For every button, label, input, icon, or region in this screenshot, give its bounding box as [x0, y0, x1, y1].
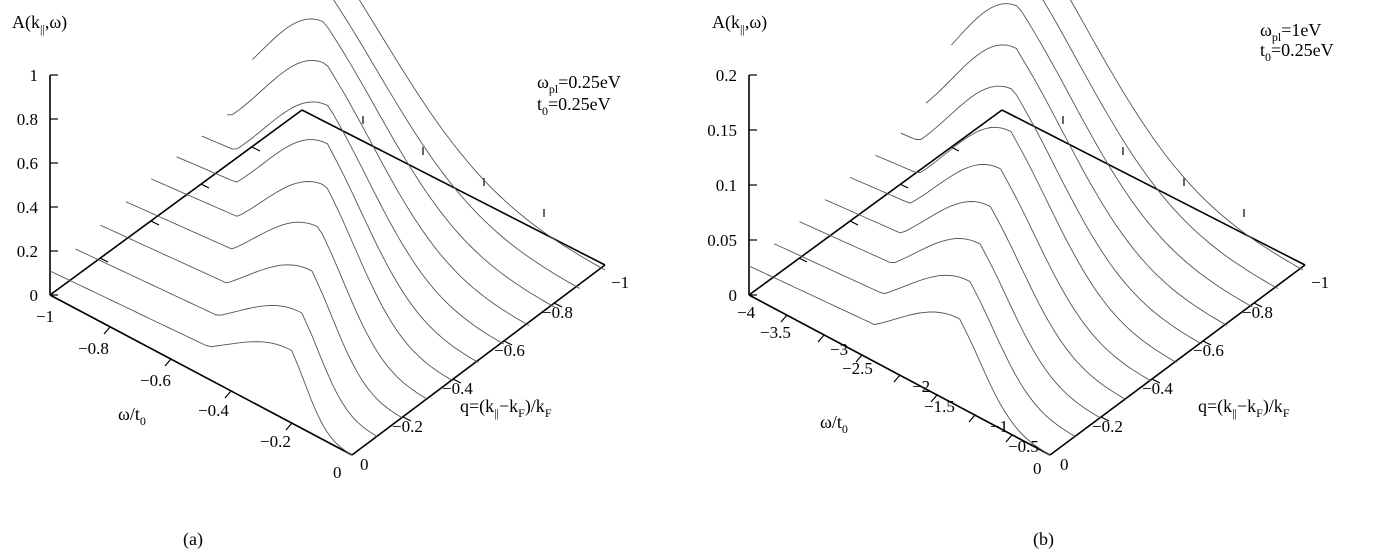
- z-tick-label: 0.05: [707, 231, 737, 250]
- spectral-curve-q-0.1: [75, 248, 378, 437]
- panel-label-a: (a): [183, 529, 203, 550]
- omega-tick-label: −0.8: [78, 339, 109, 358]
- z-tick-label: 0.15: [707, 121, 737, 140]
- q-ticks-a: 0 −0.2 −0.4 −0.6 −0.8 −1: [360, 116, 629, 474]
- q-ticks-b: 0 −0.2 −0.4 −0.6 −0.8 −1: [1060, 116, 1329, 474]
- z-ticks-a: 0 0.2 0.4 0.6 0.8 1: [17, 66, 58, 305]
- back-edge-a: [49, 109, 303, 296]
- omega-ticks-a: −1 −0.8 −0.6 −0.4 −0.2 0: [36, 307, 342, 482]
- spectral-curve-q-0.5: [875, 126, 1177, 363]
- q-tick-label: −0.4: [442, 379, 473, 398]
- spectral-curve-q-1: [1069, 0, 1304, 271]
- annotation-t0-a: t0=0.25eV: [537, 94, 611, 118]
- z-tick-label: 1: [30, 66, 39, 85]
- annotation-omega-pl-a: ωpl=0.25eV: [537, 72, 621, 96]
- q-tick-label: 0: [1060, 455, 1069, 474]
- q-tick-label: −0.2: [392, 417, 423, 436]
- q-tick-label: −1: [611, 273, 629, 292]
- omega-tick-label: −2: [912, 377, 930, 396]
- z-ticks-b: 0 0.05 0.1 0.15 0.2: [707, 66, 757, 305]
- omega-tick-label: 0: [333, 463, 342, 482]
- omega-tick-label: −3.5: [760, 323, 791, 342]
- spectral-curve-q-0.7: [227, 59, 530, 326]
- curves-b: [748, 0, 1304, 456]
- spectral-curve-q-0.6: [900, 85, 1203, 345]
- spectral-curve-q-0.7: [925, 44, 1228, 326]
- q-tick-label: −1: [1311, 273, 1329, 292]
- spectral-curve-q-0.8: [252, 18, 555, 308]
- q-axis-title-b: q=(k||−kF)/kF: [1198, 396, 1290, 420]
- omega-tick-label: −0.2: [260, 432, 291, 451]
- omega-tick-label: −0.4: [198, 401, 229, 420]
- q-axis-a: [351, 264, 606, 456]
- omega-tick-label: −0.6: [140, 371, 171, 390]
- spectral-curve-q-0.9: [333, 0, 580, 289]
- spectral-curve-q-0.5: [176, 139, 479, 363]
- panel-b: A(k||,ω) 0 0.05 0.1 0.15 0.2 −4 −3.5 −3 …: [707, 0, 1334, 550]
- q-tick-label: −0.4: [1142, 379, 1173, 398]
- q-tick-label: −0.8: [1242, 303, 1273, 322]
- spectral-curve-q-0.4: [151, 178, 454, 382]
- z-tick-label: 0: [30, 286, 39, 305]
- top-edge-a: [301, 109, 606, 266]
- q-tick-label: 0: [360, 455, 369, 474]
- spectral-curve-q-0.2: [799, 221, 1101, 419]
- spectral-curve-q-0.2: [100, 224, 403, 419]
- omega-axis-a: [49, 294, 353, 456]
- spectral-curve-q-0.1: [774, 243, 1076, 437]
- omega-tick-label: −1: [990, 417, 1008, 436]
- z-tick-label: 0.4: [17, 198, 39, 217]
- q-tick-label: −0.6: [1193, 341, 1224, 360]
- q-tick-label: −0.8: [542, 303, 573, 322]
- spectral-curve-q-0.6: [201, 101, 505, 345]
- panel-a: A(k||,ω) 0 0.2 0.4 0.6 0.8 1 −1 −0.8 −0.…: [12, 0, 629, 550]
- omega-tick-label: −4: [737, 303, 756, 322]
- back-ticks-b: [798, 146, 960, 263]
- q-axis-b: [1049, 264, 1306, 456]
- spectral-curve-q-0.3: [125, 201, 429, 400]
- z-tick-label: 0.8: [17, 110, 38, 129]
- spectral-curve-q0: [49, 270, 353, 456]
- panel-label-b: (b): [1033, 529, 1054, 550]
- spectral-curve-q-0.8: [951, 3, 1253, 308]
- z-tick-label: 0.1: [716, 176, 737, 195]
- omega-tick-label: 0: [1033, 459, 1042, 478]
- top-edge-b: [1001, 109, 1306, 266]
- q-axis-title-a: q=(k||−kF)/kF: [460, 396, 552, 420]
- omega-axis-title-a: ω/t0: [118, 404, 146, 428]
- omega-axis-title-b: ω/t0: [820, 412, 848, 436]
- omega-tick-label: −1: [36, 307, 54, 326]
- omega-ticks-b: −4 −3.5 −3 −2.5 −2 −1.5 −1 −0.5 0: [737, 303, 1042, 478]
- z-tick-label: 0.2: [716, 66, 737, 85]
- spectral-curve-q-0.3: [824, 199, 1127, 400]
- spectral-curve-q-0.4: [850, 164, 1152, 382]
- spectral-curve-q0: [748, 265, 1051, 456]
- z-axis-label-b: A(k||,ω): [712, 12, 767, 36]
- omega-tick-label: −3: [830, 340, 848, 359]
- q-tick-label: −0.2: [1092, 417, 1123, 436]
- z-axis-label-a: A(k||,ω): [12, 12, 67, 36]
- q-tick-label: −0.6: [494, 341, 525, 360]
- z-tick-label: 0.2: [17, 242, 38, 261]
- z-tick-label: 0: [729, 286, 738, 305]
- omega-tick-label: −2.5: [842, 359, 873, 378]
- omega-tick-label: −0.5: [1008, 437, 1039, 456]
- annotation-t0-b: t0=0.25eV: [1260, 40, 1334, 64]
- spectral-curve-q-1: [358, 0, 606, 271]
- back-ticks-a: [99, 146, 261, 263]
- spectral-curve-q-0.9: [1042, 0, 1278, 289]
- z-tick-label: 0.6: [17, 154, 38, 173]
- omega-tick-label: −1.5: [924, 397, 955, 416]
- curves-a: [49, 0, 606, 456]
- back-edge-b: [748, 109, 1003, 296]
